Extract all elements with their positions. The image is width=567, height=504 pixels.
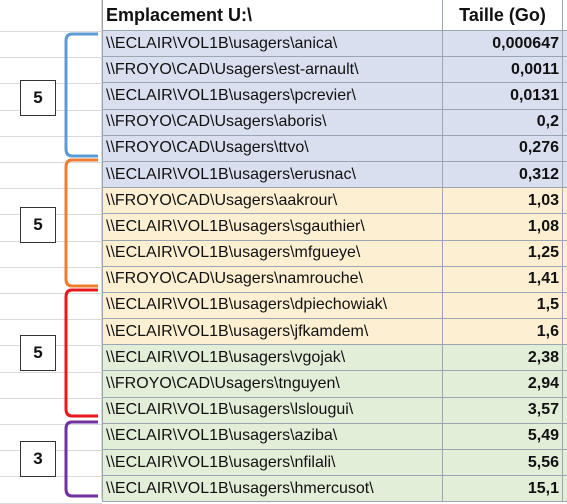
path-cell[interactable]: \\FROYO\CAD\Usagers\ttvo\ <box>102 135 443 161</box>
size-cell[interactable]: 5,56 <box>443 450 563 476</box>
bracket-line <box>64 158 98 288</box>
table-row: \\ECLAIR\VOL1B\usagers\sgauthier\ 1,08 <box>102 214 567 241</box>
path-cell[interactable]: \\ECLAIR\VOL1B\usagers\pcrevier\ <box>102 83 443 109</box>
group-bracket <box>64 158 98 288</box>
gridline <box>0 319 102 321</box>
table-row: \\ECLAIR\VOL1B\usagers\anica\ 0,000647 <box>102 31 567 58</box>
size-cell[interactable]: 0,312 <box>443 161 563 188</box>
gridline <box>0 135 102 137</box>
gridline <box>0 424 102 425</box>
size-cell[interactable]: 2,94 <box>443 371 563 397</box>
bracket-line <box>64 420 98 498</box>
size-cell[interactable]: 1,08 <box>443 214 563 240</box>
table-row: \\FROYO\CAD\Usagers\est-arnault\ 0,0011 <box>102 57 567 84</box>
table-row: \\ECLAIR\VOL1B\usagers\nfilali\ 5,56 <box>102 450 567 477</box>
gridline <box>0 57 102 59</box>
table-header-row: Emplacement U:\ Taille (Go) <box>102 0 567 31</box>
header-size-cell[interactable]: Taille (Go) <box>443 0 563 30</box>
path-cell[interactable]: \\ECLAIR\VOL1B\usagers\mfgueye\ <box>102 240 443 266</box>
table-row: \\ECLAIR\VOL1B\usagers\pcrevier\ 0,0131 <box>102 83 567 110</box>
size-cell[interactable]: 1,41 <box>443 266 563 292</box>
gridline <box>0 162 102 163</box>
size-cell[interactable]: 1,03 <box>443 188 563 214</box>
gridline <box>101 0 102 499</box>
size-cell[interactable]: 1,5 <box>443 292 563 319</box>
path-cell[interactable]: \\ECLAIR\VOL1B\usagers\dpiechowiak\ <box>102 292 443 319</box>
table-row: \\ECLAIR\VOL1B\usagers\hmercusot\ 15,1 <box>102 476 567 503</box>
gridline <box>0 293 102 294</box>
path-cell[interactable]: \\FROYO\CAD\Usagers\aboris\ <box>102 109 443 135</box>
table-row: \\ECLAIR\VOL1B\usagers\lslougui\ 3,57 <box>102 397 567 424</box>
group-count-box: 5 <box>20 335 56 371</box>
group-count-box: 5 <box>20 80 56 116</box>
gridline <box>0 502 102 504</box>
path-cell[interactable]: \\ECLAIR\VOL1B\usagers\jfkamdem\ <box>102 319 443 345</box>
table-row: \\ECLAIR\VOL1B\usagers\dpiechowiak\ 1,5 <box>102 292 567 320</box>
path-cell[interactable]: \\FROYO\CAD\Usagers\aakrour\ <box>102 188 443 214</box>
size-cell[interactable]: 0,2 <box>443 109 563 135</box>
gridline <box>0 188 102 190</box>
path-cell[interactable]: \\FROYO\CAD\Usagers\namrouche\ <box>102 266 443 292</box>
size-cell[interactable]: 1,6 <box>443 319 563 345</box>
path-cell[interactable]: \\ECLAIR\VOL1B\usagers\hmercusot\ <box>102 476 443 502</box>
path-cell[interactable]: \\ECLAIR\VOL1B\usagers\aziba\ <box>102 423 443 449</box>
table-row: \\FROYO\CAD\Usagers\aboris\ 0,2 <box>102 109 567 136</box>
gridline <box>0 31 102 32</box>
size-cell[interactable]: 0,276 <box>443 135 563 161</box>
gridline <box>0 371 102 373</box>
table-row: \\ECLAIR\VOL1B\usagers\aziba\ 5,49 <box>102 423 567 450</box>
path-cell[interactable]: \\FROYO\CAD\Usagers\est-arnault\ <box>102 57 443 83</box>
group-bracket <box>64 420 98 498</box>
group-bracket <box>64 32 98 158</box>
path-cell[interactable]: \\ECLAIR\VOL1B\usagers\sgauthier\ <box>102 214 443 240</box>
size-cell[interactable]: 1,25 <box>443 240 563 266</box>
size-cell[interactable]: 0,0131 <box>443 83 563 109</box>
size-cell[interactable]: 3,57 <box>443 397 563 423</box>
table-row: \\ECLAIR\VOL1B\usagers\jfkamdem\ 1,6 <box>102 319 567 346</box>
size-cell[interactable]: 5,49 <box>443 423 563 449</box>
gridline <box>0 397 102 399</box>
gridline <box>0 266 102 268</box>
table-row: \\ECLAIR\VOL1B\usagers\erusnac\ 0,312 <box>102 161 567 189</box>
header-path-cell[interactable]: Emplacement U:\ <box>102 0 443 30</box>
path-cell[interactable]: \\FROYO\CAD\Usagers\tnguyen\ <box>102 371 443 397</box>
size-cell[interactable]: 15,1 <box>443 476 563 502</box>
size-cell[interactable]: 2,38 <box>443 345 563 371</box>
table-row: \\FROYO\CAD\Usagers\ttvo\ 0,276 <box>102 135 567 162</box>
group-bracket <box>64 288 98 418</box>
spreadsheet-table: Emplacement U:\ Taille (Go) \\ECLAIR\VOL… <box>102 0 567 503</box>
path-cell[interactable]: \\ECLAIR\VOL1B\usagers\erusnac\ <box>102 161 443 188</box>
table-body: \\ECLAIR\VOL1B\usagers\anica\ 0,000647 \\F… <box>102 31 567 503</box>
table-row: \\FROYO\CAD\Usagers\namrouche\ 1,41 <box>102 266 567 293</box>
bracket-line <box>64 32 98 158</box>
size-cell[interactable]: 0,000647 <box>443 31 563 57</box>
path-cell[interactable]: \\ECLAIR\VOL1B\usagers\vgojak\ <box>102 345 443 371</box>
bracket-line <box>64 288 98 418</box>
table-row: \\ECLAIR\VOL1B\usagers\mfgueye\ 1,25 <box>102 240 567 267</box>
group-count-box: 3 <box>20 441 56 477</box>
path-cell[interactable]: \\ECLAIR\VOL1B\usagers\nfilali\ <box>102 450 443 476</box>
table-row: \\FROYO\CAD\Usagers\tnguyen\ 2,94 <box>102 371 567 398</box>
size-cell[interactable]: 0,0011 <box>443 57 563 83</box>
table-row: \\ECLAIR\VOL1B\usagers\vgojak\ 2,38 <box>102 345 567 372</box>
group-count-box: 5 <box>20 207 56 243</box>
path-cell[interactable]: \\ECLAIR\VOL1B\usagers\lslougui\ <box>102 397 443 423</box>
table-row: \\FROYO\CAD\Usagers\aakrour\ 1,03 <box>102 188 567 215</box>
path-cell[interactable]: \\ECLAIR\VOL1B\usagers\anica\ <box>102 31 443 57</box>
